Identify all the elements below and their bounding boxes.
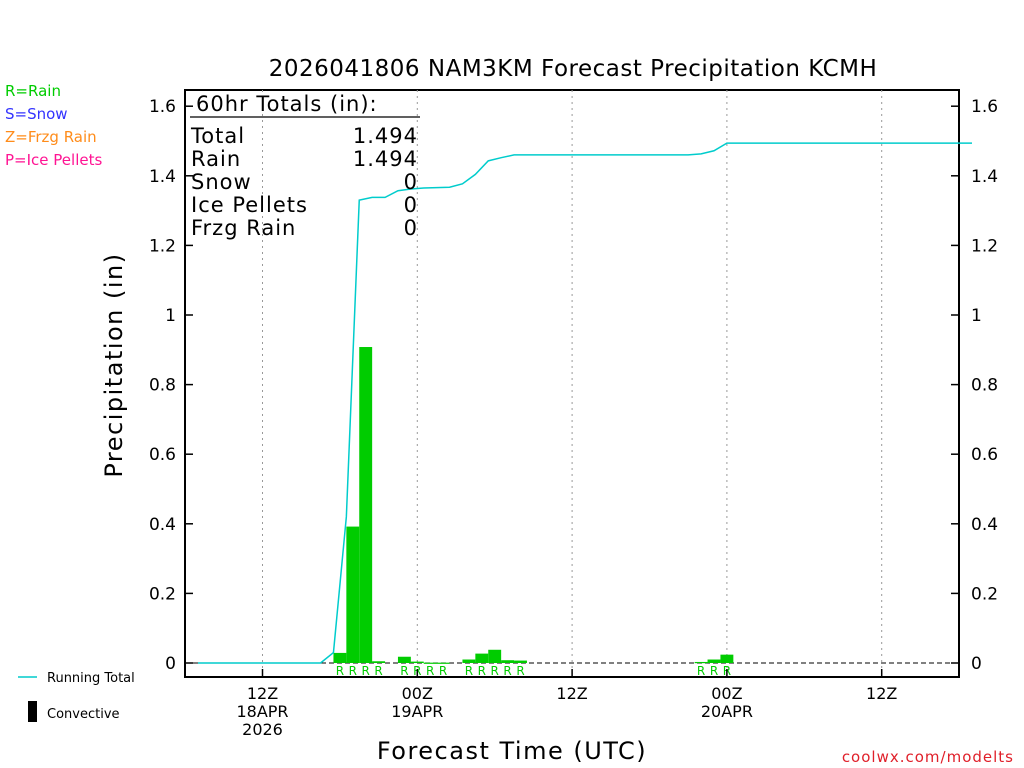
y-tick-label-left: 1.2 [149, 236, 176, 256]
y-tick-label-right: 0 [971, 654, 982, 674]
bar-hour-41 [707, 659, 721, 663]
ptype-label: R [478, 664, 486, 678]
running-total-legend-label: Running Total [47, 671, 135, 686]
totals-row-value: 1.494 [353, 124, 418, 148]
ptype-label: R [400, 664, 408, 678]
x-tick-label: 12Z [247, 684, 278, 703]
y-tick-label-right: 0.6 [971, 445, 998, 465]
ptype-label: R [503, 664, 511, 678]
y-tick-label-left: 0.4 [149, 515, 176, 535]
ptype-label: R [439, 664, 447, 678]
x-tick-label: 19APR [391, 702, 443, 721]
totals-row-label: Ice Pellets [191, 193, 308, 217]
y-tick-label-right: 1.4 [971, 167, 998, 187]
y-tick-label-right: 1.2 [971, 236, 998, 256]
bar-hour-20 [436, 662, 450, 664]
bar-hour-19 [423, 662, 437, 664]
y-tick-label-left: 0.8 [149, 376, 176, 396]
y-tick-label-right: 1.6 [971, 97, 998, 117]
x-tick-label: 00Z [402, 684, 433, 703]
ptype-label: R [697, 664, 705, 678]
bar-hour-42 [720, 654, 734, 663]
totals-row-label: Frzg Rain [191, 216, 296, 240]
totals-row-label: Total [190, 124, 245, 148]
x-tick-label: 20APR [701, 702, 753, 721]
y-tick-label-right: 1 [971, 306, 982, 326]
running-total-polyline [198, 142, 972, 664]
bar-hour-15 [372, 661, 386, 663]
ptype-labels: RRRRRRRRRRRRRRRR [336, 664, 731, 678]
bar-hour-14 [359, 347, 373, 663]
legend-entry: R=Rain [5, 82, 61, 100]
ptype-label: R [426, 664, 434, 678]
bar-hour-26 [514, 660, 527, 663]
totals-row-label: Rain [191, 147, 241, 171]
grid-lines [185, 90, 959, 677]
x-tick-label: 12Z [556, 684, 587, 703]
x-tick-label: 00Z [711, 684, 742, 703]
ptype-label: R [516, 664, 524, 678]
legend-entry: P=Ice Pellets [5, 151, 102, 169]
bar-hour-24 [488, 649, 502, 663]
x-tick-label: 18APR [236, 702, 288, 721]
y-tick-label-left: 1 [165, 306, 176, 326]
bar-hour-13 [346, 526, 360, 663]
y-tick-label-right: 0.4 [971, 515, 998, 535]
series-legend: Running Total Convective [18, 671, 135, 722]
bar-hour-18 [410, 661, 424, 663]
y-tick-label-right: 0.8 [971, 376, 998, 396]
x-tick-label: 12Z [866, 684, 897, 703]
totals-row-value: 1.494 [353, 147, 418, 171]
totals-row-value: 0 [404, 170, 418, 194]
running-total-line [198, 142, 972, 664]
bar-series [333, 347, 734, 664]
y-axis-label: Precipitation (in) [100, 252, 128, 477]
y-tick-label-left: 0.6 [149, 445, 176, 465]
ptype-label: R [465, 664, 473, 678]
y-tick-label-right: 0.2 [971, 584, 998, 604]
totals-box: 60hr Totals (in): Total 1.494 Rain 1.494 Snow… [190, 92, 420, 240]
ptype-label: R [349, 664, 357, 678]
y-tick-label-left: 1.6 [149, 97, 176, 117]
legend-entry: Z=Frzg Rain [5, 128, 97, 146]
y-tick-label-left: 0 [165, 654, 176, 674]
source-credit: coolwx.com/modelts [842, 748, 1014, 766]
ptype-label: R [491, 664, 499, 678]
bar-hour-12 [333, 652, 347, 663]
bar-hour-40 [694, 661, 708, 664]
ptype-label: R [710, 664, 718, 678]
chart-title: 2026041806 NAM3KM Forecast Precipitation… [269, 56, 878, 82]
bar-hour-23 [475, 653, 489, 663]
ptype-label: R [336, 664, 344, 678]
convective-legend-swatch [28, 701, 37, 722]
bar-hour-22 [462, 659, 476, 663]
x-axis-label: Forecast Time (UTC) [377, 737, 647, 765]
precip-type-legend: R=Rain S=Snow Z=Frzg Rain P=Ice Pellets [5, 82, 102, 169]
totals-row-label: Snow [191, 170, 252, 194]
y-axis-right: 0 0.2 0.4 0.6 0.8 1 1.2 1.4 1.6 [951, 97, 998, 674]
totals-heading: 60hr Totals (in): [196, 92, 378, 116]
totals-row-value: 0 [404, 216, 418, 240]
y-tick-label-left: 1.4 [149, 167, 176, 187]
ptype-label: R [374, 664, 382, 678]
bar-hour-17 [397, 656, 411, 663]
x-tick-label: 2026 [242, 720, 283, 739]
ptype-label: R [362, 664, 370, 678]
y-axis-left: 0 0.2 0.4 0.6 0.8 1 1.2 1.4 1.6 [149, 97, 193, 674]
y-tick-label-left: 0.2 [149, 584, 176, 604]
convective-legend-label: Convective [47, 707, 120, 722]
totals-row-value: 0 [404, 193, 418, 217]
legend-entry: S=Snow [5, 105, 68, 123]
bar-hour-25 [501, 660, 515, 663]
